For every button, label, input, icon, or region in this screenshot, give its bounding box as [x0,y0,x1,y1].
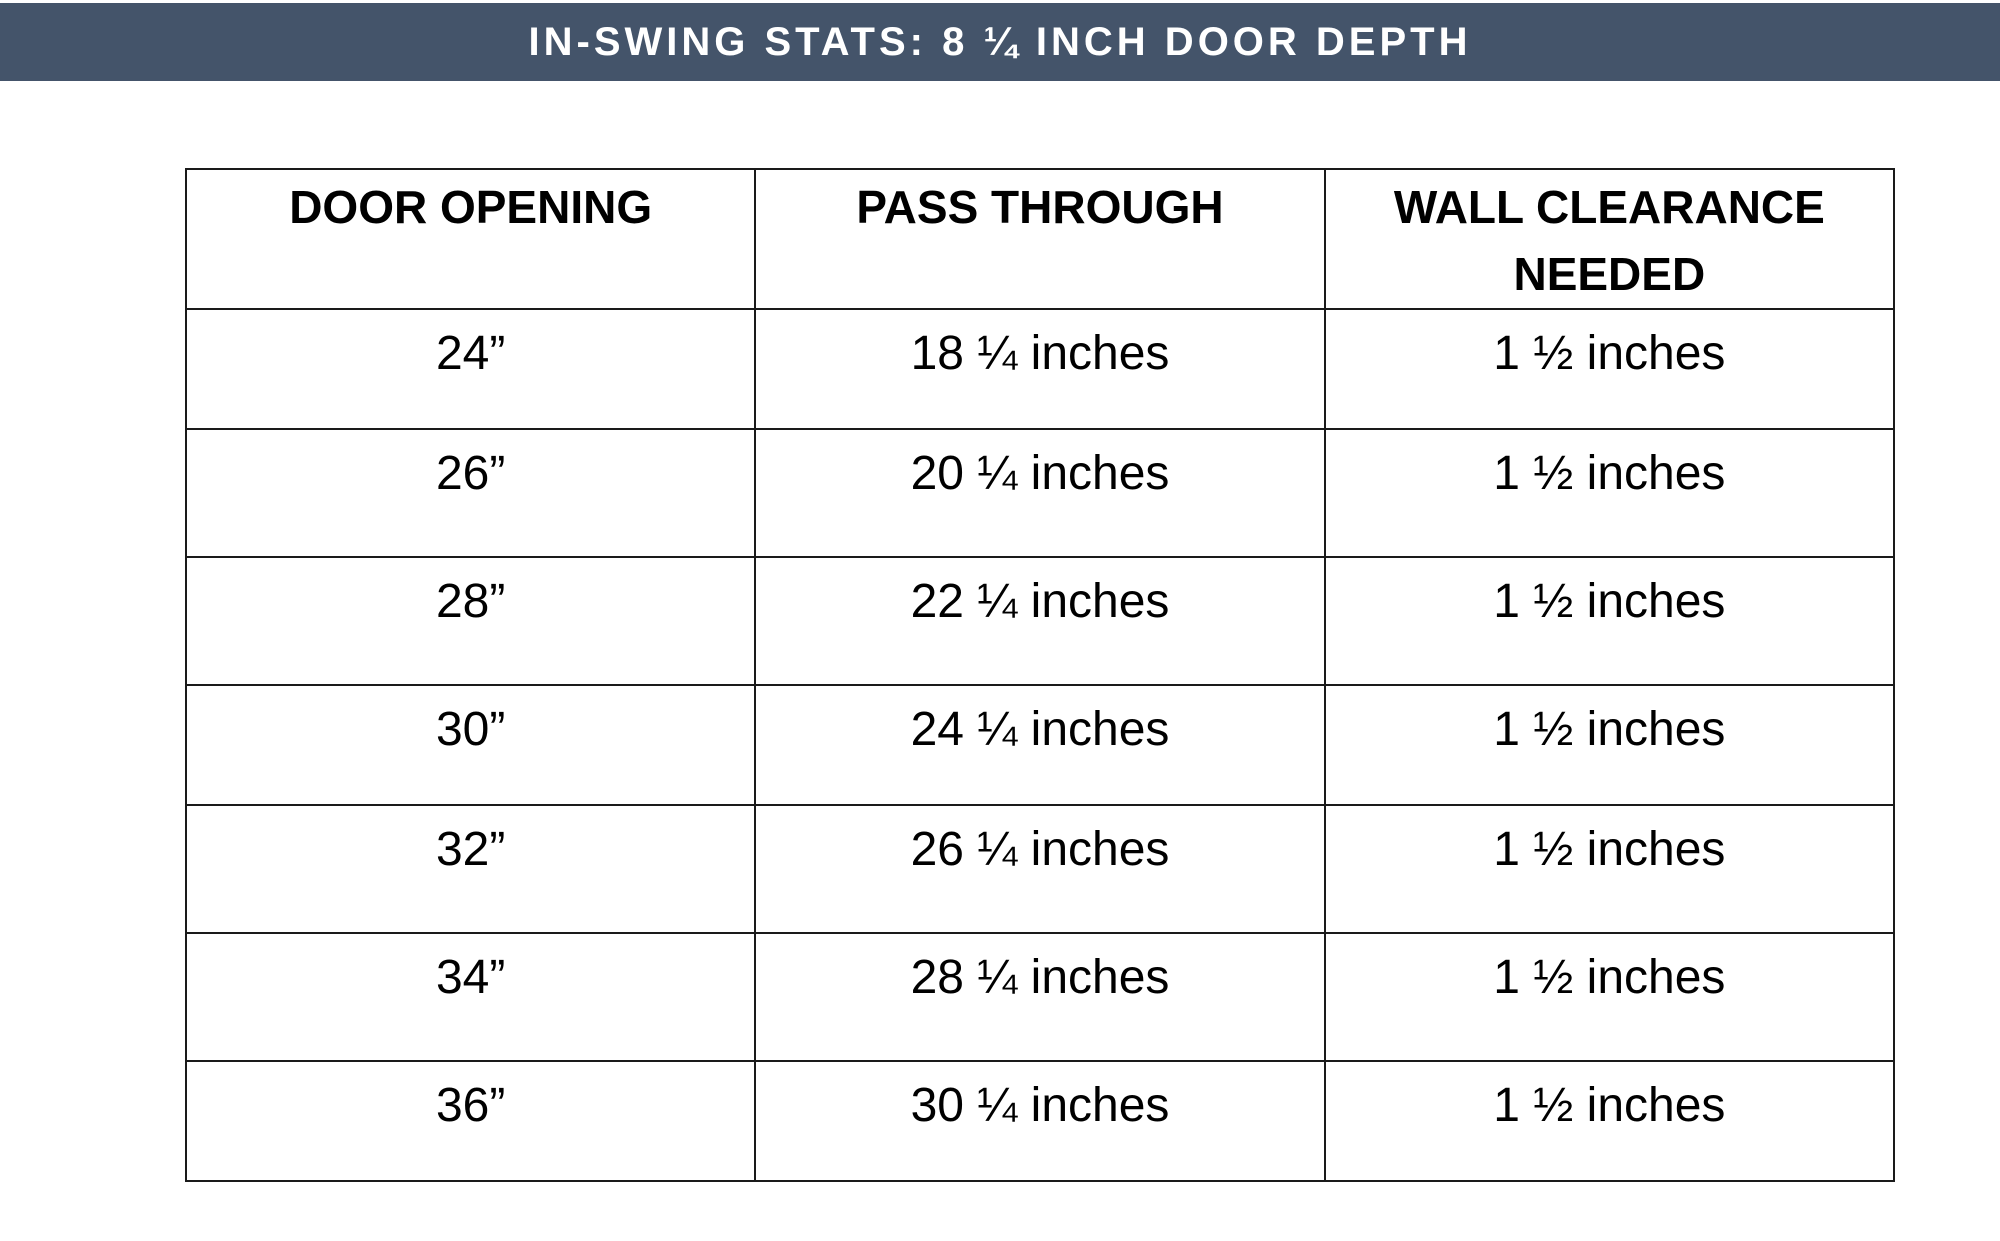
pass-through-cell: 28 ¼ inches [754,932,1326,1062]
column-header-wall-clearance: WALL CLEARANCE NEEDED [1323,168,1896,310]
table-header-row: DOOR OPENING PASS THROUGH WALL CLEARANCE… [184,168,1896,310]
pass-through-cell: 20 ¼ inches [754,428,1326,558]
door-opening-cell: 34” [184,932,757,1062]
wall-clearance-cell: 1 ½ inches [1323,556,1896,686]
table-row: 36” 30 ¼ inches 1 ½ inches [184,1060,1896,1182]
pass-through-cell: 30 ¼ inches [754,1060,1326,1182]
door-opening-cell: 28” [184,556,757,686]
column-header-pass-through: PASS THROUGH [754,168,1326,310]
pass-through-cell: 24 ¼ inches [754,684,1326,806]
table-row: 26” 20 ¼ inches 1 ½ inches [184,428,1896,558]
door-opening-cell: 30” [184,684,757,806]
pass-through-cell: 18 ¼ inches [754,308,1326,430]
table-row: 34” 28 ¼ inches 1 ½ inches [184,932,1896,1062]
page-title-banner: IN-SWING STATS: 8 ¼ INCH DOOR DEPTH [0,3,2000,81]
wall-clearance-cell: 1 ½ inches [1323,684,1896,806]
table-row: 30” 24 ¼ inches 1 ½ inches [184,684,1896,806]
wall-clearance-cell: 1 ½ inches [1323,308,1896,430]
door-opening-cell: 32” [184,804,757,934]
table-row: 24” 18 ¼ inches 1 ½ inches [184,308,1896,430]
page-title: IN-SWING STATS: 8 ¼ INCH DOOR DEPTH [528,19,1472,64]
table-row: 28” 22 ¼ inches 1 ½ inches [184,556,1896,686]
wall-clearance-cell: 1 ½ inches [1323,1060,1896,1182]
pass-through-cell: 26 ¼ inches [754,804,1326,934]
door-opening-cell: 26” [184,428,757,558]
wall-clearance-cell: 1 ½ inches [1323,932,1896,1062]
door-opening-cell: 24” [184,308,757,430]
in-swing-stats-table: DOOR OPENING PASS THROUGH WALL CLEARANCE… [184,168,1896,1182]
door-opening-cell: 36” [184,1060,757,1182]
table-row: 32” 26 ¼ inches 1 ½ inches [184,804,1896,934]
column-header-door-opening: DOOR OPENING [184,168,757,310]
wall-clearance-cell: 1 ½ inches [1323,804,1896,934]
pass-through-cell: 22 ¼ inches [754,556,1326,686]
wall-clearance-cell: 1 ½ inches [1323,428,1896,558]
